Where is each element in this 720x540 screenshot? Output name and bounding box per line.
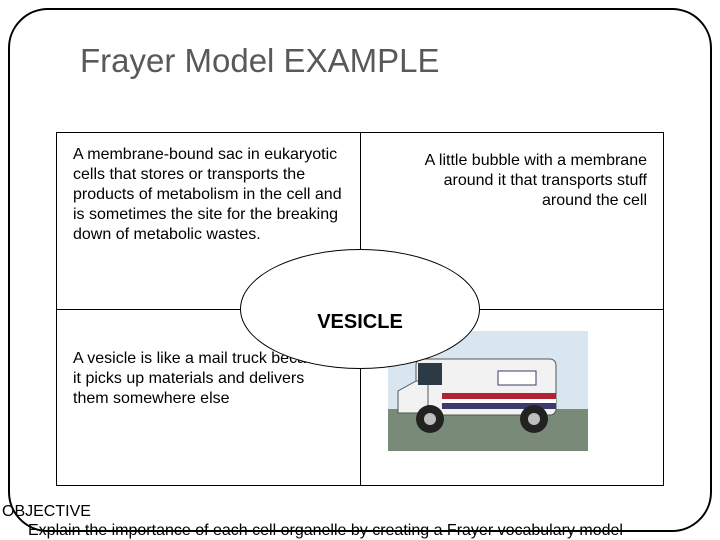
center-oval: VESICLE <box>240 249 480 369</box>
truck-hub-rear <box>528 413 540 425</box>
truck-windshield <box>418 363 442 385</box>
definition-text: A membrane-bound sac in eukaryotic cells… <box>73 145 344 245</box>
frayer-grid: A membrane-bound sac in eukaryotic cells… <box>56 132 664 486</box>
truck-stripe-red <box>442 393 556 399</box>
truck-hub-front <box>424 413 436 425</box>
truck-stripe-white <box>442 399 556 403</box>
objective-label: OBJECTIVE <box>0 502 720 521</box>
slide-title: Frayer Model EXAMPLE <box>80 42 439 80</box>
objective-text: Explain the importance of each cell orga… <box>0 521 720 540</box>
characteristics-text: A little bubble with a membrane around i… <box>376 145 647 211</box>
truck-logo <box>498 371 536 385</box>
objective-block: OBJECTIVE Explain the importance of each… <box>0 502 720 540</box>
center-term: VESICLE <box>317 311 403 334</box>
